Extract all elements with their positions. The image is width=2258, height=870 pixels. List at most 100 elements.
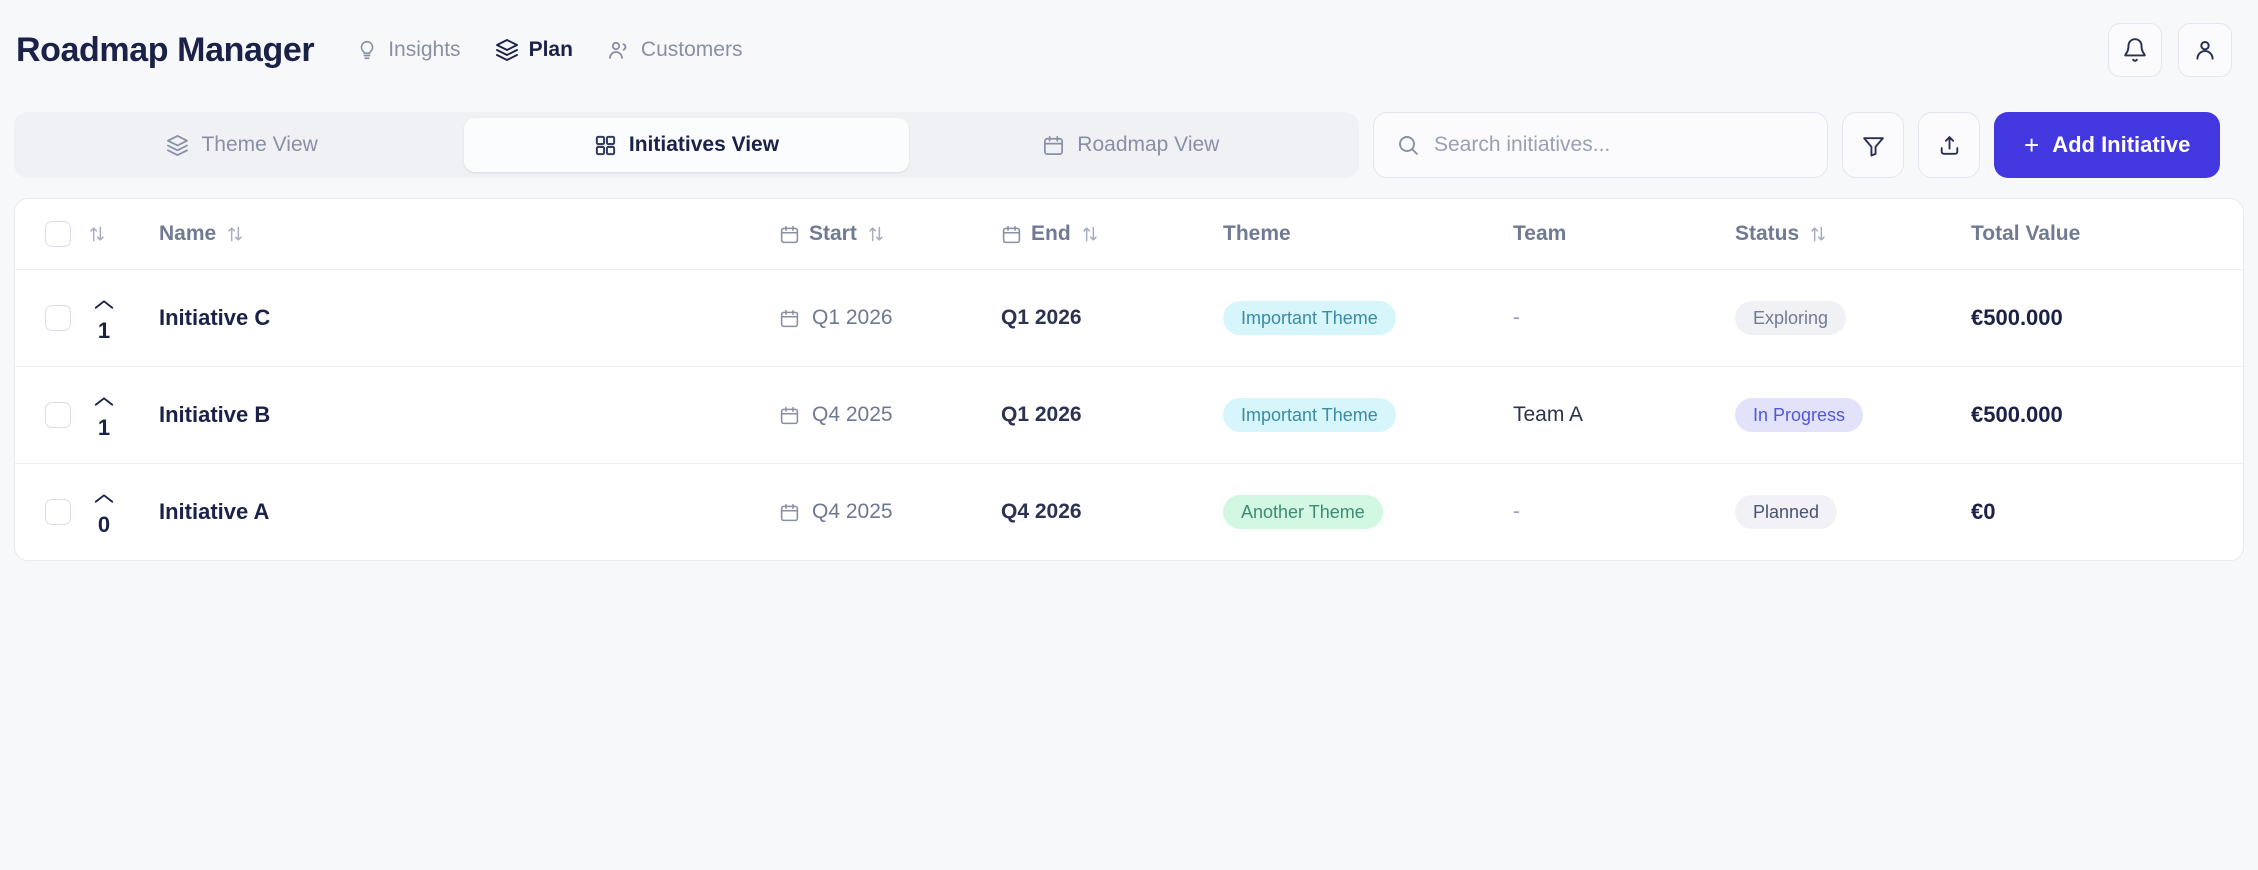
notifications-button[interactable] [2108, 23, 2162, 77]
lightbulb-icon [356, 39, 378, 61]
row-end-cell: Q1 2026 [1001, 269, 1223, 367]
end-quarter: Q1 2026 [1001, 306, 1082, 329]
row-team-cell: - [1513, 269, 1735, 367]
row-checkbox[interactable] [45, 305, 71, 331]
calendar-icon [779, 502, 800, 523]
grid-icon [594, 134, 617, 157]
row-checkbox[interactable] [45, 402, 71, 428]
row-select-cell[interactable] [15, 269, 87, 367]
column-label: Name [159, 222, 217, 245]
status-badge: Exploring [1735, 301, 1847, 335]
profile-button[interactable] [2178, 23, 2232, 77]
row-count-cell[interactable]: 0 [87, 464, 159, 561]
calendar-icon [1042, 134, 1065, 157]
filter-button[interactable] [1842, 112, 1904, 178]
layers-icon [495, 38, 519, 62]
chevron-up-icon[interactable] [93, 488, 115, 512]
table-row[interactable]: 1 Initiative B Q4 2025 [15, 366, 2243, 464]
bell-icon [2122, 37, 2148, 63]
status-badge: Planned [1735, 495, 1838, 529]
row-checkbox[interactable] [45, 499, 71, 525]
nav-item-label: Insights [388, 38, 461, 61]
row-select-cell[interactable] [15, 464, 87, 561]
vote-counter[interactable]: 0 [87, 488, 121, 536]
column-end[interactable]: End [1001, 199, 1223, 270]
total-value: €500.000 [1971, 305, 2063, 330]
calendar-icon [779, 405, 800, 426]
page-title: Roadmap Manager [16, 30, 315, 69]
row-name-cell[interactable]: Initiative A [159, 464, 779, 561]
end-quarter: Q1 2026 [1001, 403, 1082, 426]
table-header-row: Name [15, 199, 2243, 270]
nav-item-customers[interactable]: Customers [607, 38, 742, 62]
add-initiative-button[interactable]: + Add Initiative [1994, 112, 2221, 178]
start-quarter: Q4 2025 [812, 403, 893, 426]
tab-theme-view[interactable]: Theme View [20, 118, 464, 172]
layers-icon [166, 134, 189, 157]
sort-descending-icon [2089, 224, 2110, 245]
row-start-cell: Q1 2026 [779, 269, 1001, 367]
sort-both-icon [87, 224, 159, 244]
vote-counter[interactable]: 1 [87, 294, 121, 342]
chevron-up-icon[interactable] [93, 294, 115, 318]
sort-both-icon [225, 224, 245, 244]
sort-both-icon [866, 224, 886, 244]
column-label: Theme [1223, 222, 1291, 245]
column-label: Status [1735, 222, 1800, 245]
column-total-value[interactable]: Total Value [1971, 199, 2243, 270]
row-name-cell[interactable]: Initiative B [159, 366, 779, 464]
sort-both-icon [1080, 224, 1100, 244]
add-initiative-label: Add Initiative [2052, 132, 2191, 157]
theme-badge: Important Theme [1223, 398, 1396, 432]
row-count-cell[interactable]: 1 [87, 269, 159, 367]
initiatives-table-card: Name [14, 198, 2244, 561]
team-value: - [1513, 306, 1520, 329]
nav-item-plan[interactable]: Plan [495, 38, 573, 62]
row-end-cell: Q1 2026 [1001, 366, 1223, 464]
search-box[interactable] [1373, 112, 1828, 178]
row-end-cell: Q4 2026 [1001, 464, 1223, 561]
column-status[interactable]: Status [1735, 199, 1971, 270]
tab-roadmap-view[interactable]: Roadmap View [909, 118, 1353, 172]
team-value: Team A [1513, 403, 1584, 426]
column-select-all[interactable] [15, 199, 87, 270]
calendar-icon [779, 224, 800, 245]
initiatives-table: Name [15, 199, 2243, 560]
table-row[interactable]: 0 Initiative A Q4 2025 [15, 464, 2243, 561]
search-input[interactable] [1434, 133, 1805, 157]
column-team[interactable]: Team [1513, 199, 1735, 270]
row-value-cell: €500.000 [1971, 366, 2243, 464]
row-status-cell: Exploring [1735, 269, 1971, 367]
row-team-cell: Team A [1513, 366, 1735, 464]
select-all-checkbox[interactable] [45, 221, 71, 247]
chevron-up-icon[interactable] [93, 391, 115, 415]
row-count-cell[interactable]: 1 [87, 366, 159, 464]
column-name[interactable]: Name [159, 199, 779, 270]
search-icon [1396, 133, 1420, 157]
start-quarter: Q4 2025 [812, 500, 893, 523]
column-label: Total Value [1971, 222, 2081, 245]
main-nav: Insights Plan Customers [356, 38, 742, 62]
upload-icon [1937, 133, 1962, 158]
row-status-cell: Planned [1735, 464, 1971, 561]
export-button[interactable] [1918, 112, 1980, 178]
start-quarter: Q1 2026 [812, 306, 893, 329]
row-start-cell: Q4 2025 [779, 366, 1001, 464]
tab-initiatives-view[interactable]: Initiatives View [464, 118, 909, 172]
column-start[interactable]: Start [779, 199, 1001, 270]
vote-counter[interactable]: 1 [87, 391, 121, 439]
row-select-cell[interactable] [15, 366, 87, 464]
app-header: Roadmap Manager Insights Plan [0, 0, 2258, 100]
table-row[interactable]: 1 Initiative C Q1 2026 [15, 269, 2243, 367]
filter-icon [1861, 133, 1886, 158]
vote-count: 0 [97, 512, 111, 537]
column-count[interactable] [87, 199, 159, 270]
column-theme[interactable]: Theme [1223, 199, 1513, 270]
row-name-cell[interactable]: Initiative C [159, 269, 779, 367]
tab-label: Roadmap View [1077, 133, 1220, 156]
row-theme-cell: Important Theme [1223, 269, 1513, 367]
user-icon [2192, 37, 2218, 63]
end-quarter: Q4 2026 [1001, 500, 1082, 523]
theme-badge: Another Theme [1223, 495, 1383, 529]
nav-item-insights[interactable]: Insights [356, 38, 461, 62]
